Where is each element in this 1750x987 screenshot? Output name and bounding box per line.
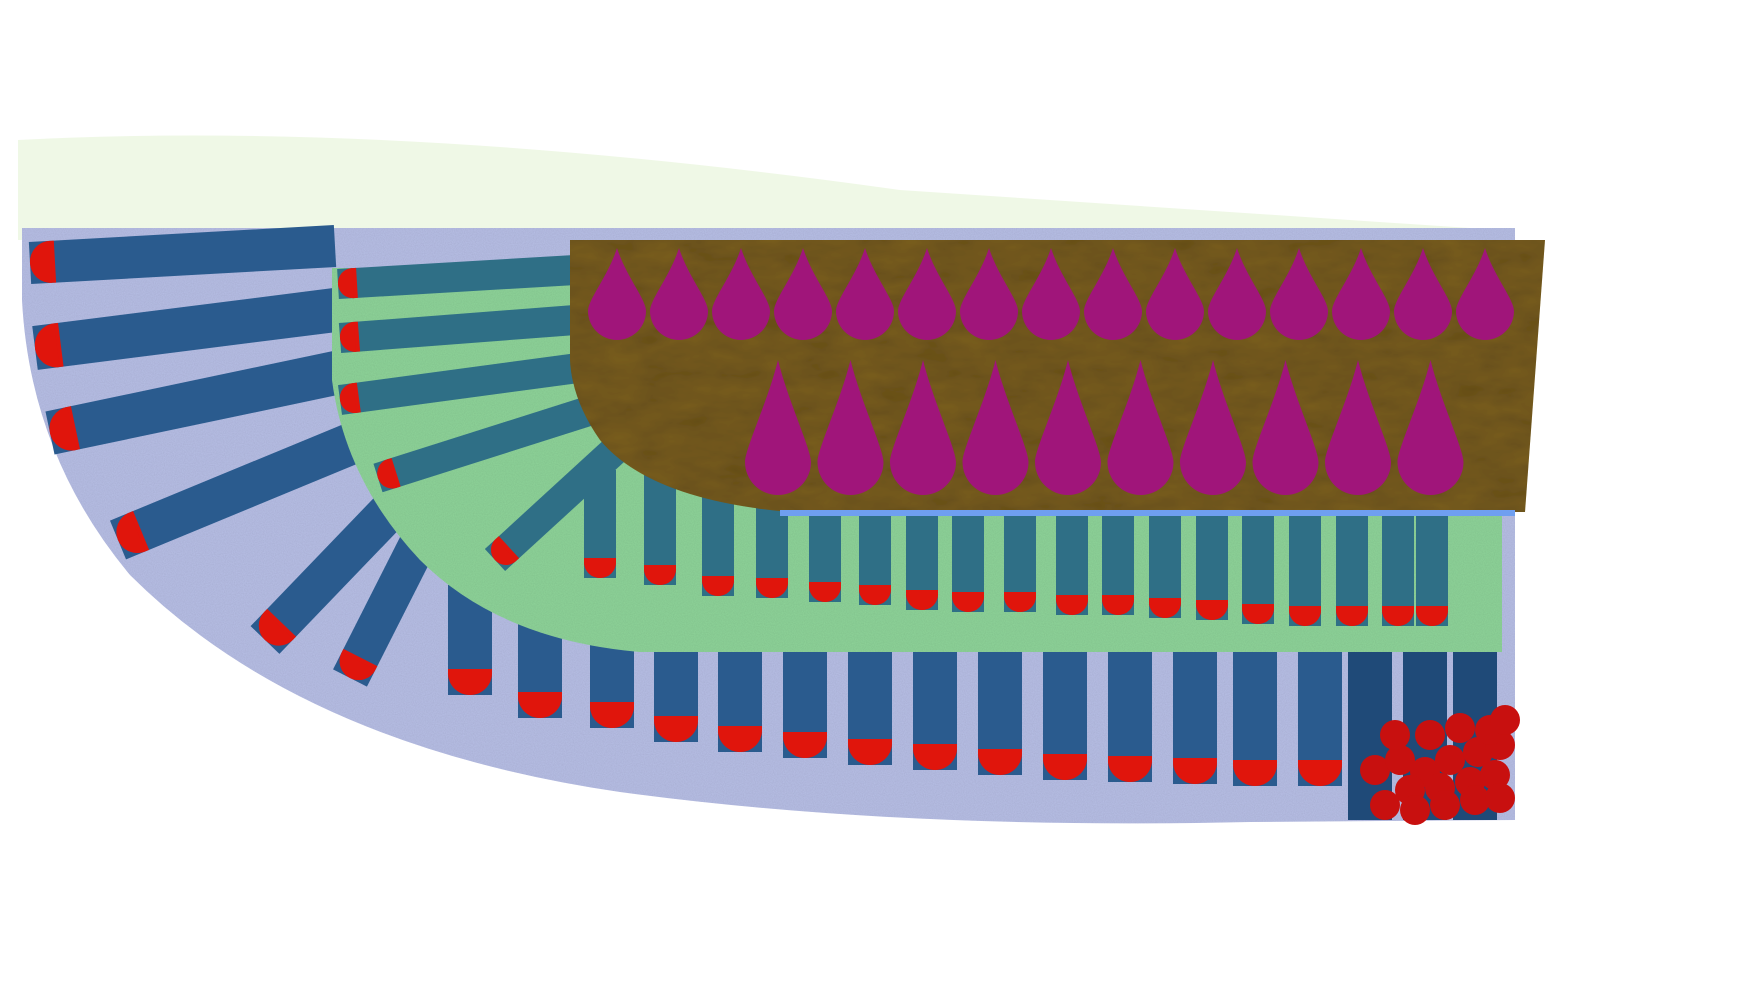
magenta-drop	[898, 248, 956, 340]
magenta-drop	[712, 248, 770, 340]
red-blob	[1415, 720, 1445, 750]
outer-bar	[109, 420, 369, 560]
middle-bar	[338, 305, 577, 353]
magenta-drop	[745, 360, 811, 495]
magenta-drop	[1180, 360, 1246, 495]
magenta-drop	[1397, 360, 1464, 495]
middle-bar	[373, 395, 597, 493]
red-blob	[1370, 790, 1400, 820]
outer-bar	[32, 288, 338, 370]
bar-body	[32, 288, 338, 370]
magenta-drop	[1208, 248, 1266, 340]
magenta-drop	[836, 248, 894, 340]
red-blob	[1380, 720, 1410, 750]
red-cluster	[1360, 705, 1520, 825]
bar-body	[584, 470, 616, 578]
magenta-drop	[962, 360, 1029, 495]
magenta-drop	[1107, 360, 1174, 495]
magenta-drop	[588, 248, 646, 340]
red-blob	[1435, 745, 1465, 775]
bar-body	[644, 470, 676, 585]
magenta-drop	[650, 248, 708, 340]
red-blob	[1360, 755, 1390, 785]
red-blob	[1490, 705, 1520, 735]
bar-body	[28, 225, 337, 284]
middle-bar	[584, 470, 616, 578]
outer-bar	[28, 225, 337, 284]
bar-body	[338, 353, 580, 415]
red-blob	[1445, 713, 1475, 743]
magenta-drop	[1084, 248, 1142, 340]
middle-bar	[644, 470, 676, 585]
red-blob	[1480, 760, 1510, 790]
magenta-drop	[817, 360, 884, 495]
bar-body	[448, 585, 492, 695]
middle-bar	[337, 255, 576, 299]
red-blob	[1385, 745, 1415, 775]
magenta-drop	[1035, 360, 1101, 495]
magenta-drop	[1270, 248, 1328, 340]
magenta-drop	[1252, 360, 1319, 495]
magenta-drop	[1325, 360, 1391, 495]
middle-bar	[338, 353, 580, 415]
bar-body	[250, 496, 405, 654]
paper-tint	[18, 135, 1500, 240]
red-blob	[1485, 783, 1515, 813]
red-blob	[1400, 795, 1430, 825]
outer-bar	[448, 585, 492, 695]
magenta-drop	[774, 248, 832, 340]
magenta-drop	[890, 360, 956, 495]
bar-body	[338, 305, 577, 353]
bar-body	[337, 255, 576, 299]
magenta-drop	[1456, 248, 1514, 340]
outer-bar	[45, 350, 345, 455]
bar-body	[45, 350, 345, 455]
divider-line	[780, 510, 1515, 516]
magenta-drop	[1394, 248, 1452, 340]
bar-body	[373, 395, 597, 493]
outer-bar	[250, 496, 405, 654]
magenta-drop	[1332, 248, 1390, 340]
bar-body	[109, 420, 369, 560]
red-blob	[1460, 785, 1490, 815]
red-blob	[1430, 790, 1460, 820]
drop-pattern	[588, 248, 1514, 495]
magenta-drop	[1022, 248, 1080, 340]
magenta-drop	[960, 248, 1018, 340]
magenta-drop	[1146, 248, 1204, 340]
